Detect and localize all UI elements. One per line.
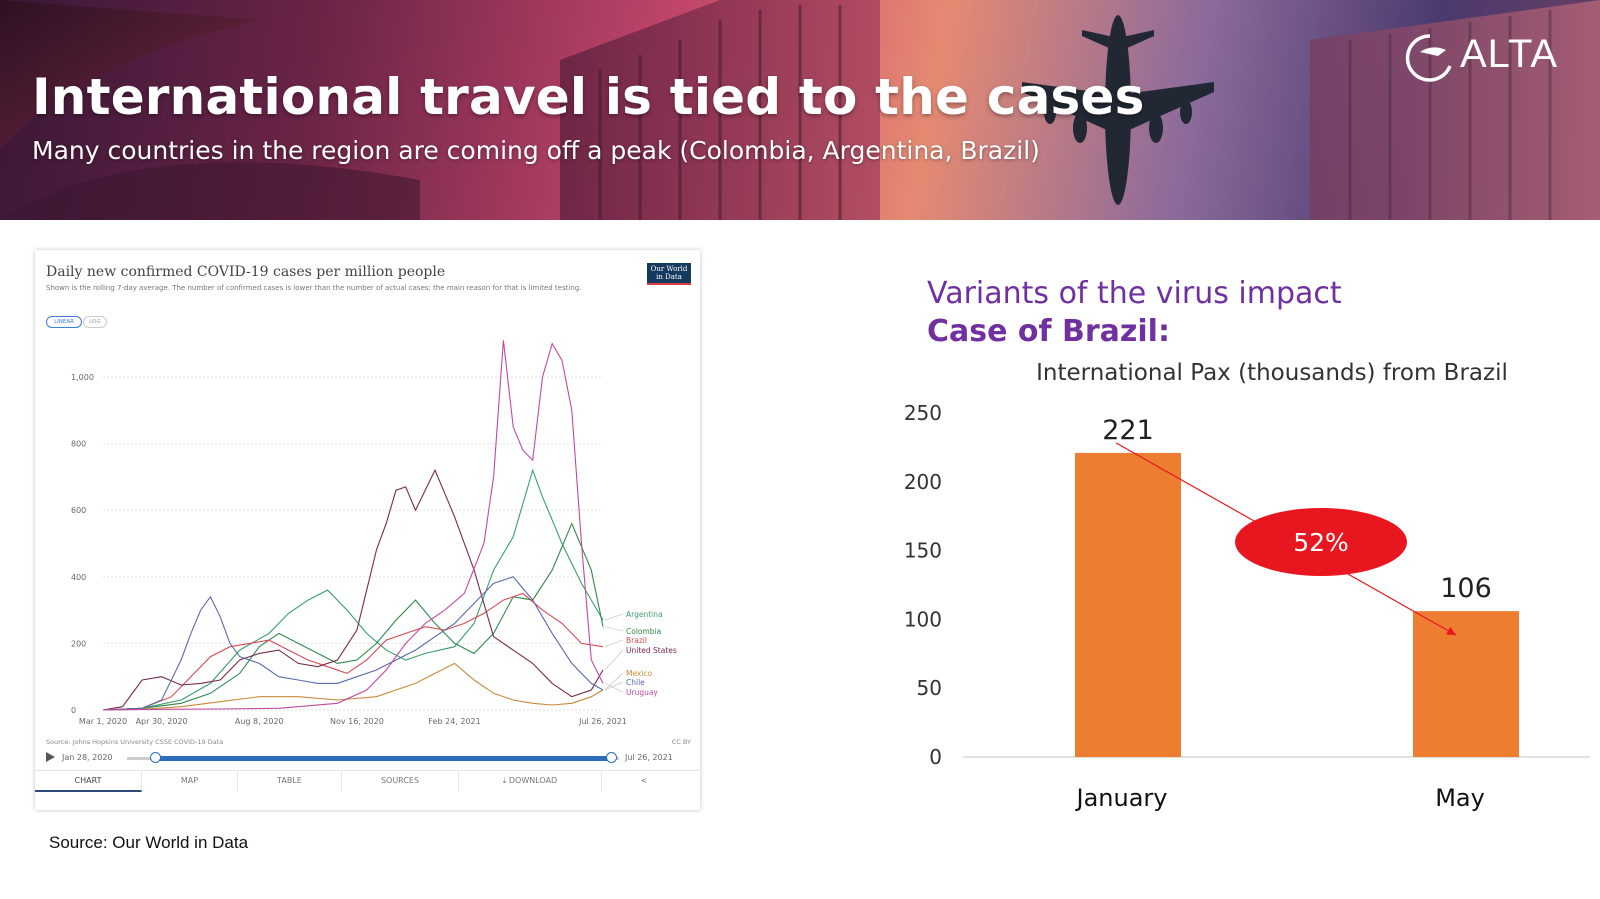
legend-connector <box>604 613 624 621</box>
series-line-united-states[interactable] <box>102 468 604 711</box>
x-tick-label: Jul 26, 2021 <box>578 717 627 726</box>
legend-label[interactable]: Uruguay <box>626 688 658 697</box>
y-tick-label: 600 <box>71 506 86 515</box>
y-tick-label: 800 <box>71 440 86 449</box>
decline-arrowhead-icon <box>1446 626 1456 636</box>
share-icon: < <box>640 776 648 785</box>
alta-logo-icon <box>1405 34 1452 82</box>
slide-source-note: Source: Our World in Data <box>49 833 249 852</box>
owid-chart-note: Shown is the rolling 7-day average. The … <box>46 284 582 292</box>
legend-connector <box>604 639 624 648</box>
owid-license[interactable]: CC BY <box>671 738 691 746</box>
brand-name: ALTA <box>1460 32 1559 76</box>
bar-y-tick-label: 150 <box>904 539 942 563</box>
y-tick-label: 1,000 <box>71 373 94 382</box>
x-tick-label: Mar 1, 2020 <box>79 717 127 726</box>
bar-may[interactable] <box>1413 611 1519 757</box>
banner-curve <box>0 0 260 150</box>
legend-label[interactable]: Argentina <box>626 610 663 619</box>
legend-connector <box>604 681 624 691</box>
timeline-end-label: Jul 26, 2021 <box>625 753 673 762</box>
owid-logo-line2: in Data <box>656 273 682 281</box>
legend-label[interactable]: Mexico <box>626 669 653 678</box>
legend-connector <box>604 672 624 691</box>
bar-category-label: May <box>1435 784 1485 812</box>
play-icon[interactable] <box>46 752 55 762</box>
log-scale-toggle[interactable]: LOG <box>83 316 107 328</box>
slide-subtitle: Many countries in the region are coming … <box>32 136 1040 165</box>
tab-download[interactable]: ⤓ DOWNLOAD <box>459 771 602 792</box>
tab-sources[interactable]: SOURCES <box>342 771 459 792</box>
owid-source: Source: Johns Hopkins University CSSE CO… <box>46 738 224 746</box>
bar-y-tick-label: 50 <box>917 676 942 700</box>
owid-logo-line1: Our World <box>650 265 688 273</box>
legend-connector <box>604 626 624 632</box>
header-banner: International travel is tied to the case… <box>0 0 1600 220</box>
banner-curve-lower <box>0 162 420 220</box>
tab-download-label: DOWNLOAD <box>508 776 558 785</box>
slide-title: International travel is tied to the case… <box>32 68 1145 126</box>
legend-connector <box>604 649 624 671</box>
series-line-brazil[interactable] <box>102 592 604 711</box>
bar-january[interactable] <box>1075 452 1181 757</box>
owid-chart-card: Daily new confirmed COVID-19 cases per m… <box>35 250 700 810</box>
tab-map[interactable]: MAP <box>142 771 238 792</box>
legend-connector <box>604 683 624 693</box>
legend-label[interactable]: United States <box>626 646 677 655</box>
timeline-start-label: Jan 28, 2020 <box>62 753 113 762</box>
change-badge <box>1235 508 1407 576</box>
download-icon: ⤓ <box>502 776 509 785</box>
bar-value-label: 221 <box>1102 415 1154 446</box>
bar-y-tick-label: 200 <box>904 470 942 494</box>
y-tick-label: 0 <box>71 706 76 715</box>
owid-logo: Our World in Data <box>647 263 691 285</box>
legend-label[interactable]: Chile <box>626 678 645 687</box>
owid-chart-title: Daily new confirmed COVID-19 cases per m… <box>46 264 446 280</box>
banner-background-art <box>0 0 1600 220</box>
share-button[interactable]: < <box>602 771 686 792</box>
tab-table[interactable]: TABLE <box>238 771 342 792</box>
bar-y-tick-label: 250 <box>904 401 942 425</box>
y-tick-label: 400 <box>71 573 86 582</box>
x-tick-label: Nov 16, 2020 <box>330 717 384 726</box>
series-line-colombia[interactable] <box>102 522 604 711</box>
legend-label[interactable]: Colombia <box>626 627 661 636</box>
timeline-start-handle[interactable] <box>150 752 161 763</box>
x-tick-label: Feb 24, 2021 <box>428 717 480 726</box>
x-tick-label: Aug 8, 2020 <box>235 717 284 726</box>
brazil-pax-bar-chart: International Pax (thousands) from Brazi… <box>904 360 1590 812</box>
timeline-end-handle[interactable] <box>606 752 617 763</box>
bar-category-label: January <box>1075 784 1168 812</box>
series-line-uruguay[interactable] <box>102 340 604 711</box>
owid-tab-bar: CHART MAP TABLE SOURCES ⤓ DOWNLOAD < <box>35 770 700 792</box>
airplane-icon <box>1022 15 1214 205</box>
case-heading: Case of Brazil: <box>927 314 1170 349</box>
series-line-argentina[interactable] <box>102 468 604 711</box>
series-line-mexico[interactable] <box>102 662 604 711</box>
y-tick-label: 200 <box>71 639 86 648</box>
covid-line-chart: 0 200 400 600 800 1,000 Mar 1, 2020 Apr 30, 20… <box>71 340 677 726</box>
series-line-chile[interactable] <box>102 576 604 711</box>
legend-label[interactable]: Brazil <box>626 636 647 645</box>
timeline-range-fill[interactable] <box>155 756 613 761</box>
tab-chart[interactable]: CHART <box>35 771 142 792</box>
bar-value-label: 106 <box>1440 573 1492 604</box>
bar-y-tick-label: 0 <box>929 745 942 769</box>
bar-chart-title: International Pax (thousands) from Brazi… <box>1036 360 1508 386</box>
change-badge-label: 52% <box>1293 528 1349 557</box>
x-tick-label: Apr 30, 2020 <box>136 717 188 726</box>
bar-y-tick-label: 100 <box>904 607 942 631</box>
linear-scale-toggle[interactable]: LINEAR <box>46 316 82 328</box>
building-right <box>1310 0 1600 220</box>
variants-heading: Variants of the virus impact <box>927 276 1342 311</box>
